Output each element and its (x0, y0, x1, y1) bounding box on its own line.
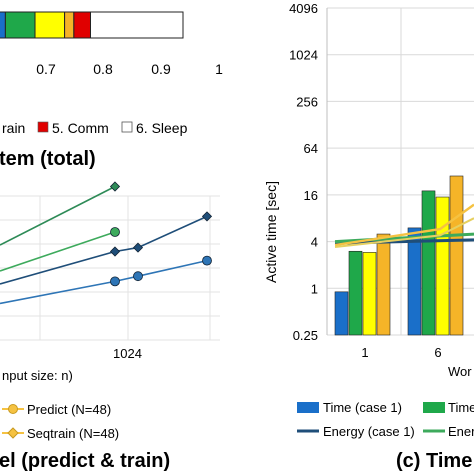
energy-line-3 (334, 203, 474, 247)
series-4-point-2 (110, 276, 120, 287)
bar-1-series-3 (362, 252, 377, 336)
panel-a-legend: rain 5. Comm 6. Sleep (2, 120, 188, 136)
y-tick-label: 4 (311, 235, 318, 250)
stack-tick-label: 0.8 (93, 61, 113, 77)
y-tick-label: 4096 (289, 1, 318, 16)
panel-b-legend: Predict (N=48) Seqtrain (N=48) (2, 402, 119, 441)
legend-c-3-label: Energy (case 1) (323, 424, 415, 439)
panel-c-bars (334, 175, 464, 336)
panel-c-x-tick-1: 1 (361, 345, 368, 360)
series-line-4 (0, 259, 208, 305)
panel-c-legend: Time (case 1) Time Energy (case 1) Energ… (297, 400, 474, 439)
y-tick-label: 1024 (289, 48, 318, 63)
series-line-3 (0, 215, 208, 285)
stack-segment-4 (64, 11, 75, 39)
legend-a-1-label: rain (2, 120, 25, 136)
series-4-point-4 (202, 255, 212, 266)
series-line-2 (0, 231, 116, 272)
series-line-1 (0, 185, 116, 246)
panel-c-caption: (c) Time (396, 450, 472, 472)
series-3-point-3 (132, 242, 144, 253)
legend-b-1-marker (8, 404, 18, 414)
series-2-point-2 (110, 227, 120, 237)
series-3-point-4 (201, 211, 213, 222)
panel-b-grid (0, 195, 220, 341)
y-tick-label: 256 (296, 94, 318, 109)
stack-segment-5 (73, 11, 91, 39)
panel-a-caption: tem (total) (0, 148, 96, 170)
panel-b-caption: el (predict & train) (0, 450, 170, 472)
panel-b: 1024 nput size: n) Predict (N=48) Seqtra… (0, 181, 220, 472)
legend-a-2-label: 5. Comm (52, 120, 109, 136)
stack-tick-label: 0.9 (151, 61, 171, 77)
legend-b-2-marker (7, 427, 19, 439)
y-tick-label: 64 (304, 141, 318, 156)
series-4-point-3 (133, 271, 143, 282)
y-tick-label: 1 (311, 281, 318, 296)
stack-tick-label: 0.7 (36, 61, 56, 77)
bar-6-series-1 (407, 227, 422, 336)
panel-b-x-label: nput size: n) (2, 368, 73, 383)
panel-c-x-tick-2: 6 (434, 345, 441, 360)
panel-b-x-tick: 1024 (113, 346, 142, 361)
panel-c-y-ticks: 0.25 1 4 16 64 256 1024 4096 (289, 1, 318, 343)
legend-c-1-swatch (297, 402, 319, 413)
y-tick-label: 0.25 (293, 328, 318, 343)
bar-6-series-2 (421, 190, 436, 336)
stacked-ratio-bar (0, 11, 184, 39)
bar-6-series-4 (449, 175, 464, 336)
stack-segment-6 (90, 11, 184, 39)
stack-segment-3 (34, 11, 66, 39)
stack-segment-2 (4, 11, 36, 39)
bar-1-series-1 (334, 291, 349, 336)
legend-b-1-label: Predict (N=48) (27, 402, 111, 417)
panel-c-x-label: Wor (448, 364, 472, 379)
series-3-point-2 (109, 246, 121, 257)
legend-c-4-label: Energy (448, 424, 474, 439)
stack-tick-label: 1 (215, 61, 223, 77)
bar-1-series-4 (376, 233, 391, 336)
bar-6-series-3 (435, 196, 450, 336)
bar-1-series-2 (348, 250, 363, 336)
energy-line-4 (334, 217, 474, 248)
legend-c-2-swatch (423, 402, 445, 413)
y-tick-label: 16 (304, 188, 318, 203)
panel-c-lines (334, 203, 474, 248)
legend-a-2-swatch (37, 121, 49, 133)
legend-b-2-label: Seqtrain (N=48) (27, 426, 119, 441)
legend-c-2-label: Time (448, 400, 474, 415)
legend-a-3-label: 6. Sleep (136, 120, 188, 136)
stack-segment-1 (0, 11, 6, 39)
panel-b-lines (0, 181, 213, 305)
panel-a: 0.7 0.8 0.9 1 rain 5. Comm 6. Sleep tem (to… (0, 11, 223, 170)
stacked-bar-ticks: 0.7 0.8 0.9 1 (36, 61, 223, 77)
legend-c-1-label: Time (case 1) (323, 400, 402, 415)
panel-c-y-label: Active time [sec] (263, 181, 279, 283)
series-1-point-2 (109, 181, 121, 192)
legend-a-3-swatch (121, 121, 133, 133)
energy-line-2 (334, 232, 474, 244)
